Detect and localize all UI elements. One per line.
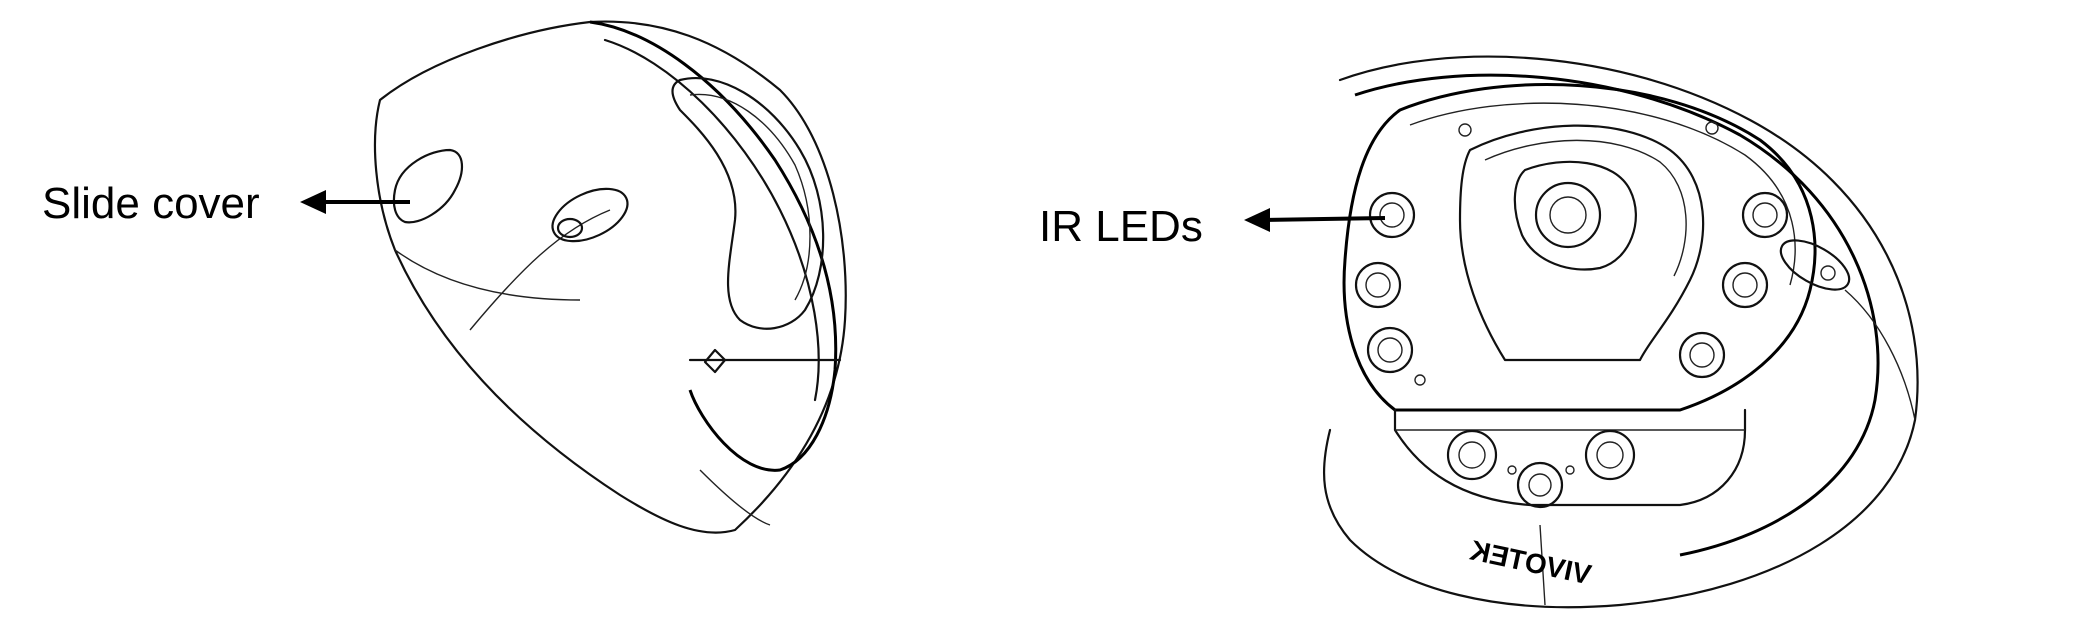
vivotek-logo: VIVOTEK <box>1467 534 1594 590</box>
slide-cover-label: Slide cover <box>42 179 260 228</box>
svg-text:VIVOTEK: VIVOTEK <box>1467 534 1594 590</box>
ir-leds-label: IR LEDs <box>1039 202 1203 251</box>
slide-cover-arrow <box>300 190 410 214</box>
camera-side-view <box>373 20 847 534</box>
camera-top-view <box>1322 55 1919 609</box>
ir-leds-arrow <box>1244 208 1386 232</box>
